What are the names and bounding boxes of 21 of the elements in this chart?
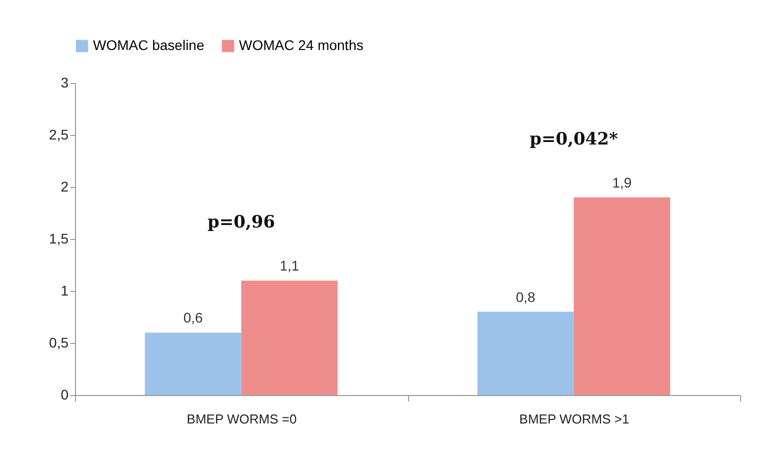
- bar: [241, 280, 338, 395]
- data-label: 0,8: [516, 288, 536, 305]
- annotation: p=0,042*: [530, 129, 618, 150]
- y-tick-label: 1,5: [49, 230, 69, 246]
- annotation: p=0,96: [207, 212, 276, 233]
- y-tick-label: 2,5: [49, 126, 69, 142]
- bar: [574, 197, 670, 395]
- data-label: 0,6: [183, 310, 204, 326]
- x-tick-label: BMEP WORMS >1: [519, 412, 630, 426]
- y-tick-label: 1: [60, 282, 69, 298]
- x-tick-label: BMEP WORMS =0: [186, 412, 297, 426]
- data-label: 1,1: [280, 258, 300, 274]
- legend-label: WOMAC 24 months: [239, 37, 364, 53]
- y-tick-label: 0: [60, 386, 69, 402]
- y-tick-label: 2: [60, 178, 69, 194]
- legend-label: WOMAC baseline: [93, 37, 204, 53]
- y-tick-label: 0,5: [49, 334, 69, 350]
- bar: [477, 312, 574, 395]
- y-tick-label: 3: [60, 74, 69, 90]
- bar: [144, 332, 242, 395]
- data-label: 1,9: [612, 174, 632, 190]
